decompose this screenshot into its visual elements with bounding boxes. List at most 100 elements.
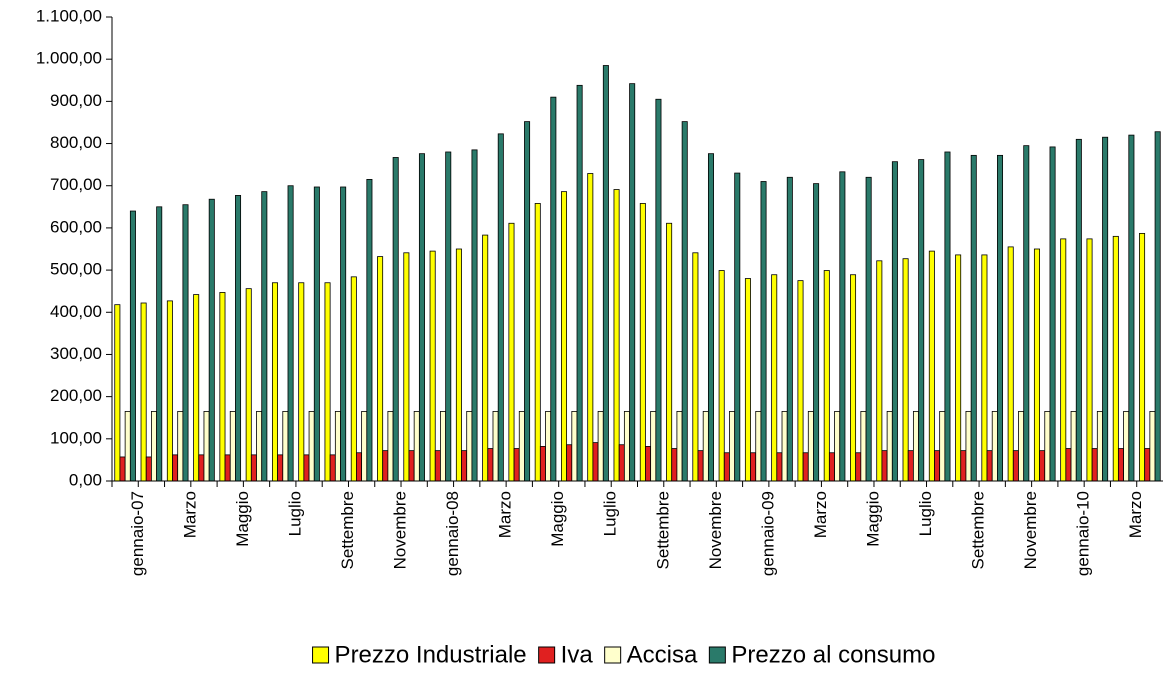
bar (912, 410, 919, 482)
bar (408, 450, 415, 482)
bar (1096, 410, 1103, 482)
x-tick-label: gennaio-09 (758, 491, 777, 576)
legend-label: Iva (561, 641, 594, 668)
bar (834, 410, 841, 482)
bar (271, 282, 278, 482)
bar (324, 282, 331, 482)
bar (960, 450, 967, 482)
bar (461, 450, 468, 482)
bar (545, 410, 552, 482)
bar (839, 171, 846, 482)
bar (955, 254, 962, 482)
bar (129, 210, 136, 482)
bar (1102, 136, 1109, 482)
bar (487, 448, 494, 482)
bar (781, 410, 788, 482)
bar (576, 84, 583, 482)
bar (587, 173, 594, 482)
bar (413, 410, 420, 482)
bar (755, 410, 762, 482)
x-tick-label: Marzo (180, 491, 199, 538)
legend-label: Prezzo al consumo (731, 641, 935, 668)
bar (550, 96, 557, 482)
bar (902, 258, 909, 482)
y-tick-label: 800,00 (50, 133, 102, 152)
bar (229, 410, 236, 482)
x-tick-label: Marzo (811, 491, 830, 538)
y-tick-label: 600,00 (50, 217, 102, 236)
bar (1018, 410, 1025, 482)
y-tick-label: 1.000,00 (36, 49, 102, 68)
bar (623, 410, 630, 482)
bar (597, 410, 604, 482)
bar (692, 252, 699, 482)
x-tick-label: Settembre (653, 491, 672, 569)
bar (429, 250, 436, 482)
legend-swatch (708, 646, 726, 664)
bar (298, 282, 305, 482)
bar (1044, 410, 1051, 482)
bar (876, 260, 883, 482)
bar (119, 456, 126, 482)
bar (1070, 410, 1077, 482)
bar (881, 450, 888, 482)
bar (907, 450, 914, 482)
bar (151, 410, 158, 482)
bar (382, 450, 389, 482)
y-tick-label: 500,00 (50, 260, 102, 279)
legend-swatch (312, 646, 330, 664)
bar (524, 121, 531, 482)
bar (997, 154, 1004, 482)
bar (193, 294, 200, 482)
bar (140, 302, 147, 482)
bar (261, 191, 268, 482)
bar (440, 410, 447, 482)
bar (928, 250, 935, 482)
bar (1149, 410, 1156, 482)
bar (1117, 448, 1124, 482)
bar (356, 452, 363, 482)
bar (518, 410, 525, 482)
bar (797, 280, 804, 482)
bar (934, 450, 941, 482)
bar (891, 161, 898, 482)
bar (702, 410, 709, 482)
bar (855, 452, 862, 482)
bar (287, 185, 294, 482)
x-tick-label: Novembre (1021, 491, 1040, 569)
bar (403, 252, 410, 482)
bar (786, 176, 793, 482)
bar (1128, 134, 1135, 482)
bar (776, 452, 783, 482)
x-tick-label: gennaio-10 (1074, 491, 1093, 576)
bar (508, 222, 515, 482)
bar (823, 270, 830, 482)
x-tick-label: Maggio (548, 491, 567, 547)
y-tick-label: 100,00 (50, 428, 102, 447)
bar (571, 410, 578, 482)
x-tick-label: Settembre (969, 491, 988, 569)
bar (497, 133, 504, 482)
y-tick-label: 1.100,00 (36, 6, 102, 25)
bar (697, 450, 704, 482)
bar (566, 444, 573, 482)
bar (245, 288, 252, 482)
y-tick-label: 900,00 (50, 91, 102, 110)
bar (114, 304, 121, 482)
bar (602, 65, 609, 482)
bar (387, 410, 394, 482)
x-tick-label: Maggio (863, 491, 882, 547)
bar (224, 454, 231, 482)
bar (235, 195, 242, 482)
bar (729, 410, 736, 482)
bar (802, 452, 809, 482)
x-tick-label: Marzo (496, 491, 515, 538)
bar (592, 442, 599, 482)
bar (828, 452, 835, 482)
bar (1139, 232, 1146, 482)
bar (918, 159, 925, 482)
bar (1123, 410, 1130, 482)
x-tick-label: Settembre (338, 491, 357, 569)
bar (1007, 246, 1014, 482)
x-tick-label: Luglio (916, 491, 935, 536)
